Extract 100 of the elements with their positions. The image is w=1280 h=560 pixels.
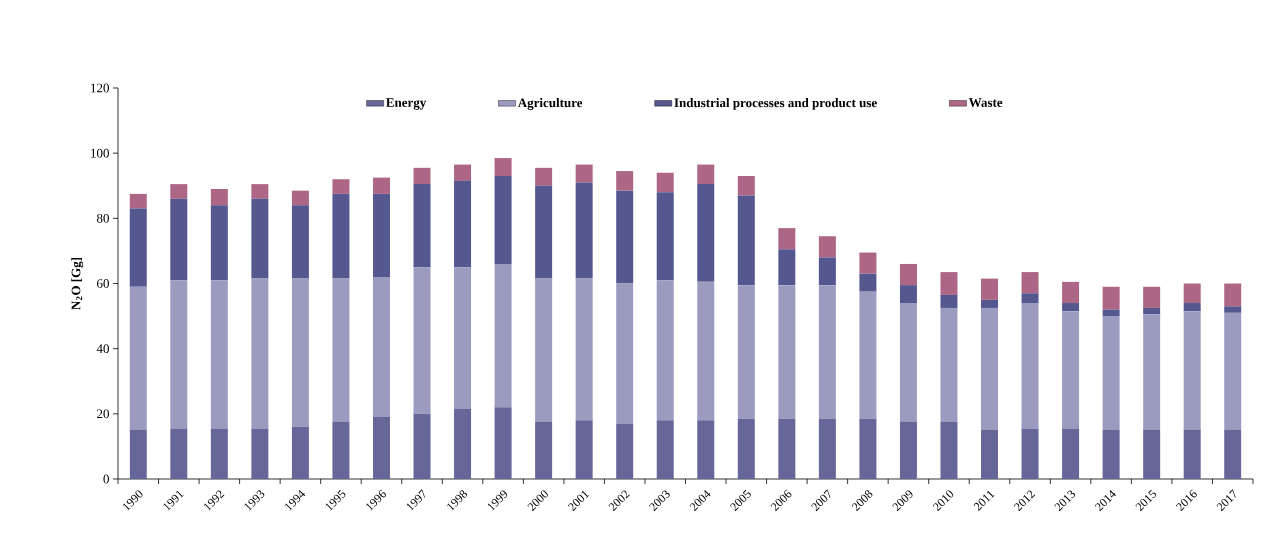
y-tick-label: 0 — [103, 474, 109, 484]
bar — [575, 164, 593, 183]
bar — [129, 430, 147, 479]
bar — [251, 198, 269, 279]
bar — [170, 428, 188, 479]
bar — [1143, 307, 1161, 315]
bar — [1062, 311, 1080, 429]
bar — [737, 285, 755, 419]
bar — [575, 278, 593, 421]
bar — [1224, 283, 1242, 307]
bar — [899, 421, 917, 479]
bar — [778, 285, 796, 419]
bar — [940, 421, 958, 479]
bar — [818, 257, 836, 286]
bar — [575, 420, 593, 479]
bar — [1021, 293, 1039, 304]
bar — [535, 421, 553, 479]
bar — [575, 182, 593, 279]
bar — [454, 164, 472, 181]
bar — [413, 184, 431, 268]
bar — [697, 281, 715, 421]
bar — [1021, 272, 1039, 294]
bar — [981, 278, 999, 300]
bar — [372, 177, 390, 194]
bar — [656, 280, 674, 421]
bar — [656, 192, 674, 281]
bar — [129, 208, 147, 287]
bar — [616, 283, 634, 424]
y-tick-label: 20 — [97, 409, 109, 419]
bar — [535, 185, 553, 279]
bar — [737, 418, 755, 479]
bar — [494, 175, 512, 264]
bar — [697, 184, 715, 282]
bar — [1224, 306, 1242, 313]
bar — [778, 228, 796, 250]
bar — [1183, 430, 1201, 479]
bar — [737, 195, 755, 286]
x-tick-label: 1992 — [204, 490, 225, 511]
bar — [129, 286, 147, 431]
bar — [656, 172, 674, 193]
x-tick-label: 2011 — [973, 490, 995, 511]
bar — [616, 423, 634, 479]
bar — [332, 179, 350, 194]
legend-label: Energy — [386, 98, 427, 110]
bar — [1183, 283, 1201, 304]
bar — [818, 285, 836, 419]
bar — [494, 407, 512, 479]
legend-label: Waste — [968, 98, 1003, 108]
bar — [778, 249, 796, 286]
bar — [899, 263, 917, 286]
bar — [1062, 428, 1080, 479]
bar — [291, 190, 309, 206]
bar — [859, 273, 877, 292]
bar — [981, 307, 999, 431]
bar — [859, 291, 877, 419]
bar — [1062, 303, 1080, 312]
bar — [1102, 430, 1120, 479]
bar — [413, 167, 431, 185]
bar — [291, 426, 309, 479]
bar — [737, 175, 755, 196]
y-tick-label: 60 — [97, 279, 109, 288]
bar — [372, 276, 390, 418]
bar — [210, 428, 228, 479]
bar — [1102, 309, 1120, 317]
bar — [251, 278, 269, 429]
bar — [1062, 281, 1080, 304]
bar — [251, 184, 269, 199]
bar — [170, 198, 188, 281]
legend-label: Agriculture — [517, 98, 583, 110]
bar — [413, 267, 431, 414]
x-tick-label: 1991 — [163, 490, 184, 511]
bar — [616, 171, 634, 191]
bar — [778, 418, 796, 479]
bar — [1102, 286, 1120, 310]
x-tick-label: 2001 — [567, 490, 590, 512]
bar — [656, 420, 674, 479]
bar — [818, 418, 836, 479]
bar — [899, 303, 917, 422]
bar — [818, 236, 836, 258]
bar — [170, 184, 188, 199]
legend-label: Industrial processes and product use — [674, 98, 877, 110]
bar — [494, 158, 512, 176]
bar — [1143, 314, 1161, 431]
bar — [859, 418, 877, 479]
bar — [940, 272, 958, 295]
bar — [899, 285, 917, 304]
bar — [1143, 286, 1161, 308]
bar — [332, 278, 350, 422]
bar — [940, 294, 958, 308]
bar — [1021, 428, 1039, 479]
bar — [1183, 303, 1201, 312]
bar — [210, 280, 228, 429]
y-tick-label: 80 — [96, 213, 109, 223]
bar — [494, 263, 512, 408]
bar — [859, 252, 877, 274]
x-tick-label: 1990 — [123, 490, 143, 511]
bar — [372, 193, 390, 277]
bar — [129, 193, 147, 209]
bar — [535, 167, 553, 186]
bar — [1224, 312, 1242, 431]
